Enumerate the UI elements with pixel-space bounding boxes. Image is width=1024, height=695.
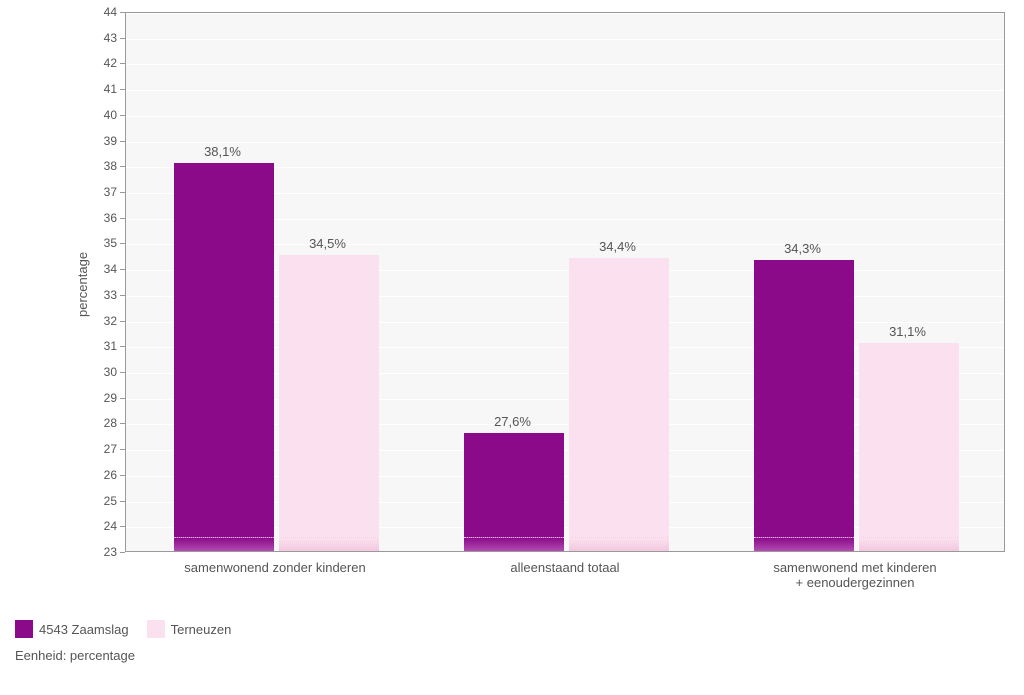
gridline bbox=[126, 90, 1004, 91]
y-tick bbox=[120, 12, 125, 13]
y-tick bbox=[120, 166, 125, 167]
x-category-label: samenwonend met kinderen+ eenoudergezinn… bbox=[733, 560, 978, 590]
y-tick bbox=[120, 423, 125, 424]
y-tick-label: 42 bbox=[87, 56, 117, 70]
legend-item: 4543 Zaamslag bbox=[15, 620, 129, 638]
x-category-label: samenwonend zonder kinderen bbox=[153, 560, 398, 575]
y-tick-label: 27 bbox=[87, 442, 117, 456]
y-tick bbox=[120, 526, 125, 527]
bar-base-shadow bbox=[859, 537, 959, 551]
gridline bbox=[126, 553, 1004, 554]
y-tick-label: 29 bbox=[87, 391, 117, 405]
legend: 4543 Zaamslag Terneuzen bbox=[15, 620, 231, 638]
bar bbox=[279, 255, 379, 551]
bar-base-shadow bbox=[174, 537, 274, 551]
y-tick-label: 23 bbox=[87, 545, 117, 559]
chart-plot-area bbox=[125, 12, 1005, 552]
y-tick bbox=[120, 89, 125, 90]
y-tick-label: 36 bbox=[87, 211, 117, 225]
y-tick bbox=[120, 501, 125, 502]
y-tick bbox=[120, 269, 125, 270]
legend-label: Terneuzen bbox=[171, 622, 232, 637]
y-tick-label: 37 bbox=[87, 185, 117, 199]
bar-base-shadow bbox=[754, 537, 854, 551]
y-tick bbox=[120, 475, 125, 476]
y-tick-label: 41 bbox=[87, 82, 117, 96]
x-category-label: alleenstaand totaal bbox=[443, 560, 688, 575]
bar-base-shadow bbox=[279, 537, 379, 551]
y-tick bbox=[120, 63, 125, 64]
y-tick bbox=[120, 449, 125, 450]
bar-base-shadow bbox=[464, 537, 564, 551]
gridline bbox=[126, 64, 1004, 65]
y-tick-label: 31 bbox=[87, 339, 117, 353]
y-tick-label: 30 bbox=[87, 365, 117, 379]
bar bbox=[174, 163, 274, 551]
y-tick bbox=[120, 295, 125, 296]
y-tick-label: 35 bbox=[87, 236, 117, 250]
y-tick-label: 32 bbox=[87, 314, 117, 328]
y-axis-title: percentage bbox=[75, 252, 90, 317]
bar-value-label: 38,1% bbox=[193, 144, 253, 159]
bar-base-shadow bbox=[569, 537, 669, 551]
y-tick-label: 40 bbox=[87, 108, 117, 122]
y-tick bbox=[120, 372, 125, 373]
y-tick bbox=[120, 38, 125, 39]
legend-swatch bbox=[15, 620, 33, 638]
gridline bbox=[126, 142, 1004, 143]
y-tick-label: 24 bbox=[87, 519, 117, 533]
bar-value-label: 34,3% bbox=[773, 241, 833, 256]
y-tick bbox=[120, 141, 125, 142]
bar bbox=[569, 258, 669, 551]
gridline bbox=[126, 39, 1004, 40]
y-tick bbox=[120, 346, 125, 347]
y-tick-label: 33 bbox=[87, 288, 117, 302]
legend-swatch bbox=[147, 620, 165, 638]
y-tick bbox=[120, 321, 125, 322]
unit-label: Eenheid: percentage bbox=[15, 648, 135, 663]
bar bbox=[859, 343, 959, 551]
y-tick bbox=[120, 115, 125, 116]
y-tick bbox=[120, 243, 125, 244]
y-tick-label: 34 bbox=[87, 262, 117, 276]
bar-value-label: 34,4% bbox=[588, 239, 648, 254]
y-tick-label: 39 bbox=[87, 134, 117, 148]
y-tick bbox=[120, 192, 125, 193]
legend-item: Terneuzen bbox=[147, 620, 232, 638]
y-tick-label: 25 bbox=[87, 494, 117, 508]
y-tick-label: 28 bbox=[87, 416, 117, 430]
y-tick bbox=[120, 398, 125, 399]
gridline bbox=[126, 116, 1004, 117]
y-tick-label: 43 bbox=[87, 31, 117, 45]
bar bbox=[754, 260, 854, 551]
y-tick-label: 38 bbox=[87, 159, 117, 173]
bar-value-label: 31,1% bbox=[878, 324, 938, 339]
y-tick bbox=[120, 552, 125, 553]
bar-value-label: 34,5% bbox=[298, 236, 358, 251]
y-tick bbox=[120, 218, 125, 219]
bar-value-label: 27,6% bbox=[483, 414, 543, 429]
gridline bbox=[126, 13, 1004, 14]
bar bbox=[464, 433, 564, 551]
y-tick-label: 44 bbox=[87, 5, 117, 19]
y-tick-label: 26 bbox=[87, 468, 117, 482]
legend-label: 4543 Zaamslag bbox=[39, 622, 129, 637]
